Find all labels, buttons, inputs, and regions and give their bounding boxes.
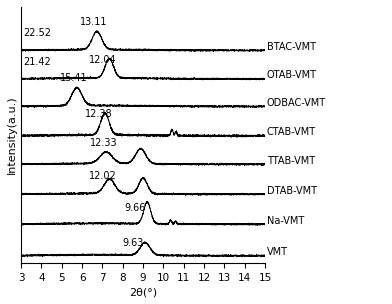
Text: Na-VMT: Na-VMT [267,216,304,226]
Text: BTAC-VMT: BTAC-VMT [267,42,316,52]
Text: ODBAC-VMT: ODBAC-VMT [267,98,326,108]
X-axis label: 2θ(°): 2θ(°) [129,287,157,297]
Text: TTAB-VMT: TTAB-VMT [267,156,315,166]
Text: CTAB-VMT: CTAB-VMT [267,127,316,137]
Text: 12.33: 12.33 [90,138,117,148]
Text: OTAB-VMT: OTAB-VMT [267,70,317,80]
Text: 21.42: 21.42 [23,57,51,67]
Text: 15.41: 15.41 [60,73,88,83]
Text: 12.04: 12.04 [89,55,116,64]
Y-axis label: Intensity(a.u.): Intensity(a.u.) [7,96,17,174]
Text: VMT: VMT [267,247,288,257]
Text: 9.63: 9.63 [122,238,143,248]
Text: 22.52: 22.52 [23,28,51,38]
Text: 9.66: 9.66 [124,203,146,213]
Text: DTAB-VMT: DTAB-VMT [267,186,317,196]
Text: 13.11: 13.11 [80,17,107,27]
Text: 12.38: 12.38 [85,109,112,119]
Text: 12.02: 12.02 [89,171,116,181]
